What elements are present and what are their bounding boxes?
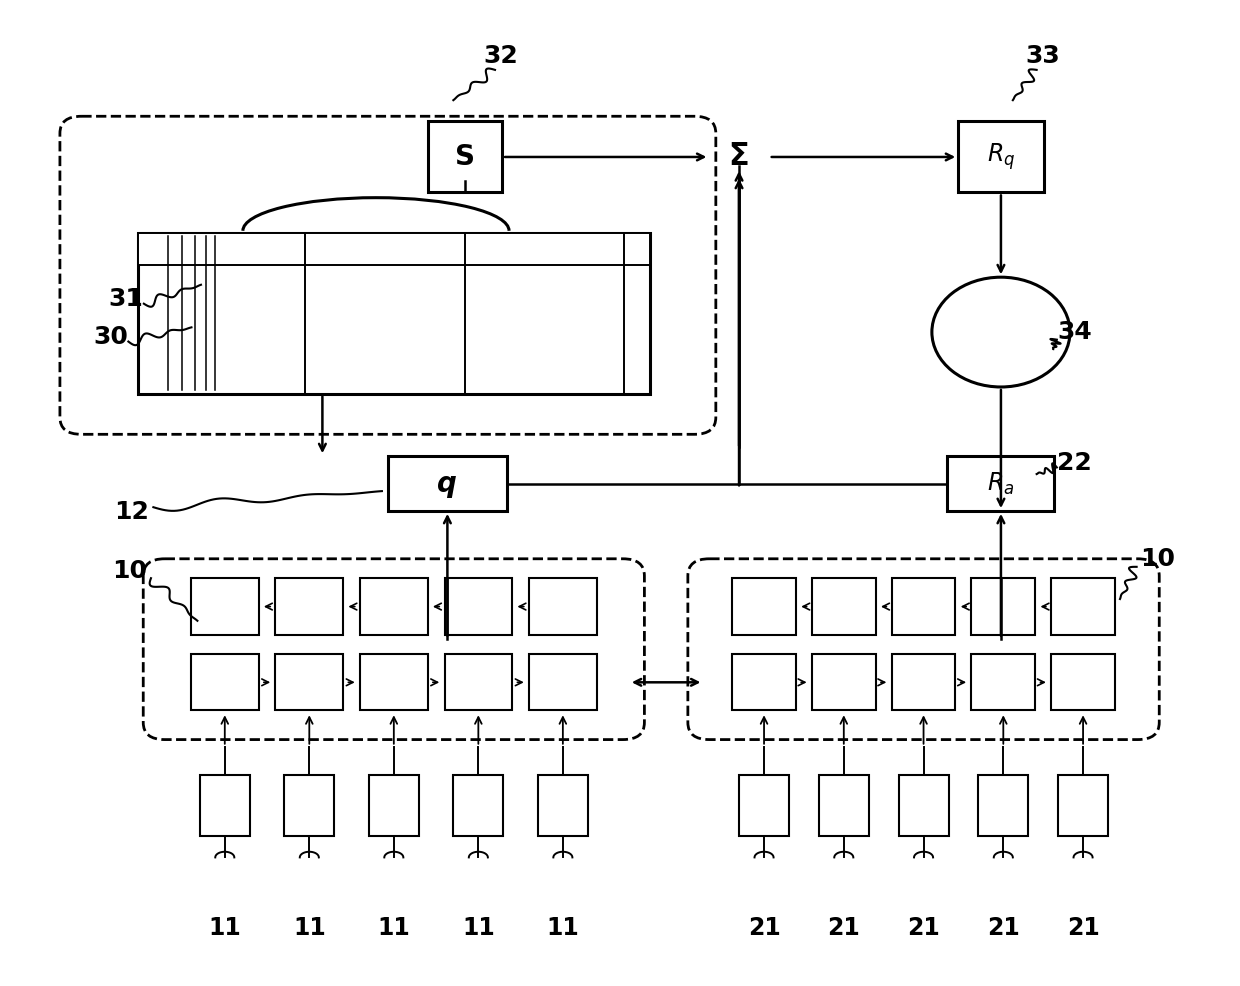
FancyBboxPatch shape xyxy=(275,579,343,635)
FancyBboxPatch shape xyxy=(892,654,956,711)
FancyBboxPatch shape xyxy=(732,654,796,711)
Text: 10: 10 xyxy=(1141,547,1176,571)
FancyBboxPatch shape xyxy=(1052,654,1115,711)
FancyBboxPatch shape xyxy=(892,579,956,635)
FancyBboxPatch shape xyxy=(275,654,343,711)
FancyBboxPatch shape xyxy=(360,579,428,635)
Text: $R_q$: $R_q$ xyxy=(987,142,1016,173)
FancyBboxPatch shape xyxy=(368,775,419,836)
Text: 11: 11 xyxy=(293,916,326,941)
Text: $R_a$: $R_a$ xyxy=(987,470,1014,497)
FancyBboxPatch shape xyxy=(812,654,875,711)
FancyBboxPatch shape xyxy=(1052,579,1115,635)
FancyBboxPatch shape xyxy=(1058,775,1109,836)
FancyBboxPatch shape xyxy=(284,775,335,836)
FancyBboxPatch shape xyxy=(739,775,789,836)
Text: 11: 11 xyxy=(547,916,579,941)
FancyBboxPatch shape xyxy=(144,559,645,740)
FancyBboxPatch shape xyxy=(388,457,507,511)
FancyBboxPatch shape xyxy=(360,654,428,711)
FancyBboxPatch shape xyxy=(428,121,502,192)
Text: 11: 11 xyxy=(377,916,410,941)
FancyBboxPatch shape xyxy=(191,654,259,711)
Text: 21: 21 xyxy=(748,916,780,941)
Text: Σ: Σ xyxy=(729,142,749,172)
Text: 11: 11 xyxy=(208,916,241,941)
FancyBboxPatch shape xyxy=(60,116,715,434)
Text: 31: 31 xyxy=(109,287,144,311)
FancyBboxPatch shape xyxy=(971,579,1035,635)
FancyBboxPatch shape xyxy=(538,775,588,836)
FancyBboxPatch shape xyxy=(688,559,1159,740)
FancyBboxPatch shape xyxy=(818,775,869,836)
Text: 21: 21 xyxy=(1066,916,1100,941)
FancyBboxPatch shape xyxy=(138,233,650,393)
Text: S: S xyxy=(455,143,475,171)
Text: 12: 12 xyxy=(114,500,149,524)
Text: 10: 10 xyxy=(112,559,148,583)
Text: 30: 30 xyxy=(93,324,128,349)
FancyBboxPatch shape xyxy=(732,579,796,635)
FancyBboxPatch shape xyxy=(454,775,503,836)
FancyBboxPatch shape xyxy=(978,775,1028,836)
Text: 21: 21 xyxy=(827,916,861,941)
FancyBboxPatch shape xyxy=(947,457,1054,511)
Text: 21: 21 xyxy=(908,916,940,941)
FancyBboxPatch shape xyxy=(444,579,512,635)
FancyBboxPatch shape xyxy=(812,579,875,635)
Text: 22: 22 xyxy=(1058,451,1092,474)
Text: 32: 32 xyxy=(484,43,518,68)
FancyBboxPatch shape xyxy=(444,654,512,711)
FancyBboxPatch shape xyxy=(200,775,249,836)
FancyBboxPatch shape xyxy=(971,654,1035,711)
Ellipse shape xyxy=(932,277,1070,387)
Text: 34: 34 xyxy=(1058,320,1092,344)
Text: 11: 11 xyxy=(463,916,495,941)
FancyBboxPatch shape xyxy=(899,775,949,836)
FancyBboxPatch shape xyxy=(529,654,596,711)
FancyBboxPatch shape xyxy=(191,579,259,635)
FancyBboxPatch shape xyxy=(959,121,1044,192)
Text: 21: 21 xyxy=(987,916,1019,941)
FancyBboxPatch shape xyxy=(138,233,650,265)
Text: q: q xyxy=(438,469,458,498)
FancyBboxPatch shape xyxy=(529,579,596,635)
Text: 33: 33 xyxy=(1025,43,1060,68)
